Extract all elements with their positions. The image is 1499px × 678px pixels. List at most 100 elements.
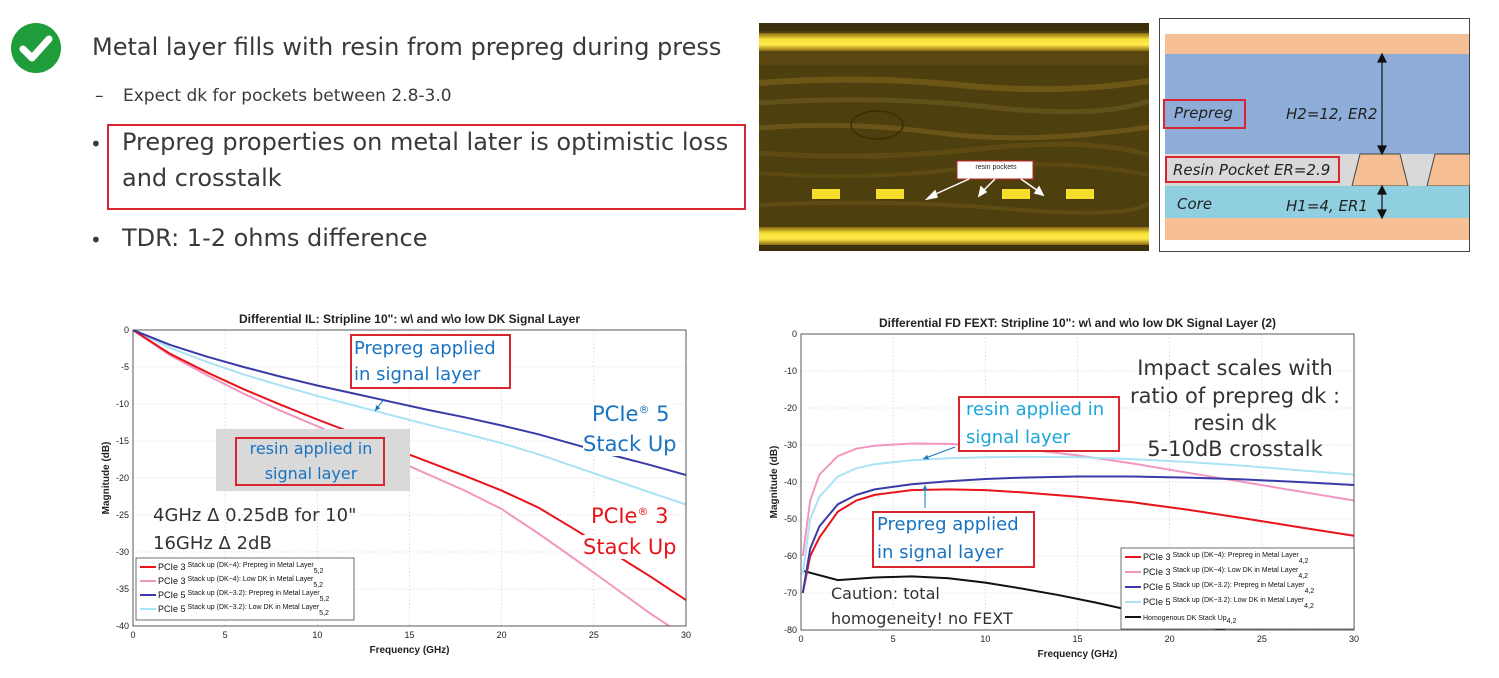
prepreg-label: Prepreg [1174, 104, 1233, 122]
impact-line2: ratio of prepreg dk : [1129, 384, 1341, 408]
x-tick-label: 15 [1072, 634, 1082, 644]
sub-bullet-dash: – [95, 86, 104, 106]
legend-entry: PCIe 3 Stack up (DK~4): Low DK in Metal … [1143, 567, 1308, 580]
callout-arrowhead [922, 485, 928, 491]
fext-resin-callout-bg [958, 396, 1118, 452]
y-tick-label: -5 [121, 362, 129, 372]
y-tick-label: -25 [116, 510, 129, 520]
fext-prepreg-callout-line1: Prepreg applied [877, 514, 1019, 535]
x-tick-label: 30 [681, 630, 691, 640]
pcie5-label-number: 5 [656, 402, 670, 426]
pcie3-label-line2: Stack Up [583, 535, 677, 559]
legend-entry: PCIe 5 Stack up (DK~3.2): Low DK in Meta… [158, 604, 329, 617]
legend-entry: PCIe 3 Stack up (DK~4): Low DK in Metal … [158, 576, 323, 589]
resin-callout-bg [216, 429, 410, 491]
prepreg-callout-bg [350, 334, 510, 388]
prepreg-callout-box [350, 334, 511, 389]
y-tick-label: -70 [784, 588, 797, 598]
x-tick-label: 25 [589, 630, 599, 640]
plot-frame [800, 333, 1355, 631]
series-line [133, 330, 686, 506]
y-axis-label: Magnitude (dB) [101, 442, 112, 515]
impact-line3: resin dk [1193, 411, 1277, 435]
highlight-box-prepreg [107, 124, 746, 210]
y-tick-label: -15 [116, 436, 129, 446]
legend-entry: PCIe 5 Stack up (DK~3.2): Prepreg in Met… [1143, 582, 1314, 595]
legend-entry: PCIe 3 Stack up (DK~4): Prepreg in Metal… [1143, 552, 1309, 565]
prepreg-label-box [1163, 99, 1246, 129]
pcie3-registered-mark: ® [637, 505, 649, 518]
h2-label: H2=12, ER2 [1286, 105, 1378, 123]
y-tick-label: -30 [784, 440, 797, 450]
chart-title: Differential FD FEXT: Stripline 10": w\ … [879, 316, 1276, 330]
fext-chart: Differential FD FEXT: Stripline 10": w\ … [765, 312, 1365, 670]
delta-annotation-line2: 16GHz Δ 2dB [153, 533, 272, 554]
x-tick-label: 10 [312, 630, 322, 640]
series-line [801, 455, 1354, 575]
pcie3-label-line1: PCIe® 3 [591, 504, 669, 528]
pcie5-registered-mark: ® [638, 403, 650, 416]
prepreg-callout-line2: in signal layer [354, 364, 481, 385]
h1-label: H1=4, ER1 [1286, 197, 1368, 215]
x-axis-label: Frequency (GHz) [369, 645, 449, 656]
x-tick-label: 0 [130, 630, 135, 640]
bullet-2-line1: Prepreg properties on metal later is opt… [122, 128, 729, 156]
y-tick-label: -80 [784, 625, 797, 635]
fext-resin-callout-box [958, 396, 1120, 452]
fext-prepreg-callout-bg [872, 511, 1034, 567]
x-tick-label: 30 [1349, 634, 1359, 644]
resin-callout-line2: signal layer [264, 464, 358, 483]
legend-entry: Homogenous DK Stack Up4,2 [1143, 615, 1236, 625]
bullet-3: TDR: 1-2 ohms difference [122, 224, 428, 252]
y-tick-label: -20 [784, 403, 797, 413]
legend-box [135, 557, 355, 621]
fext-prepreg-callout-box [872, 511, 1035, 568]
resin-pockets-label: resin pockets [975, 164, 1017, 171]
y-tick-label: 0 [124, 325, 129, 335]
x-tick-label: 0 [798, 634, 803, 644]
pcie5-label-line2: Stack Up [583, 432, 677, 456]
resin-callout-box [235, 437, 385, 486]
y-tick-label: -10 [784, 366, 797, 376]
y-tick-label: -35 [116, 584, 129, 594]
pcie5-label-line1: PCIe® 5 [592, 402, 670, 426]
fext-resin-callout-line2: signal layer [966, 427, 1071, 448]
pcie5-label-prefix: PCIe [592, 402, 639, 426]
legend-entry: PCIe 5 Stack up (DK~3.2): Low DK in Meta… [1143, 597, 1314, 610]
core-label: Core [1177, 195, 1213, 213]
x-tick-label: 10 [980, 634, 990, 644]
impact-line1: Impact scales with [1137, 356, 1333, 380]
plot-frame [132, 329, 687, 627]
x-tick-label: 20 [497, 630, 507, 640]
prepreg-callout-line1: Prepreg applied [354, 338, 496, 359]
callout-arrowhead [375, 405, 381, 411]
series-line [801, 475, 1354, 594]
y-tick-label: -10 [116, 399, 129, 409]
x-tick-label: 25 [1257, 634, 1267, 644]
y-tick-label: -40 [116, 621, 129, 631]
callout-arrow [922, 446, 956, 460]
sub-bullet: Expect dk for pockets between 2.8-3.0 [123, 86, 452, 106]
x-tick-label: 15 [404, 630, 414, 640]
main-bullet: Metal layer fills with resin from prepre… [92, 33, 722, 61]
series-line [801, 488, 1354, 594]
x-tick-label: 20 [1165, 634, 1175, 644]
y-axis-label: Magnitude (dB) [769, 446, 780, 519]
y-tick-label: 0 [792, 329, 797, 339]
bullet-dot-2: • [90, 132, 102, 156]
delta-annotation-line1: 4GHz Δ 0.25dB for 10" [153, 505, 357, 526]
callout-arrowhead [923, 454, 929, 460]
caution-line1: Caution: total [831, 584, 940, 603]
x-tick-label: 5 [891, 634, 896, 644]
fext-prepreg-callout-line2: in signal layer [877, 542, 1004, 563]
legend-box [1120, 547, 1355, 630]
x-tick-label: 5 [223, 630, 228, 640]
x-axis-label: Frequency (GHz) [1037, 649, 1117, 660]
legend-entry: PCIe 3 Stack up (DK~4): Prepreg in Metal… [158, 562, 324, 575]
impact-line4: 5-10dB crosstalk [1147, 437, 1323, 461]
fext-resin-callout-line1: resin applied in [966, 399, 1105, 420]
pcie3-label-prefix: PCIe [591, 504, 638, 528]
y-tick-label: -50 [784, 514, 797, 524]
caution-line2: homogeneity! no FEXT [831, 609, 1013, 628]
bullet-dot-3: • [90, 228, 102, 252]
